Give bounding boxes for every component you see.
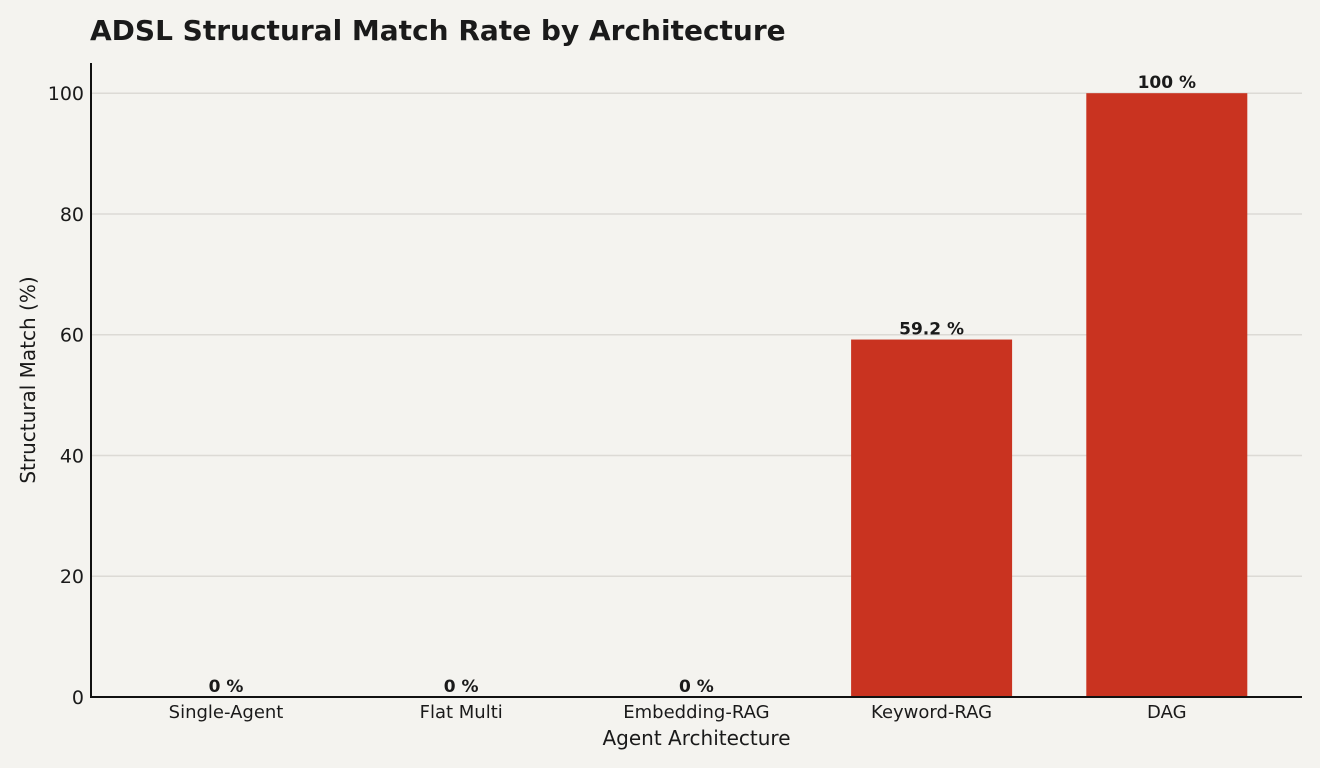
data-label: 100 % <box>1138 73 1196 93</box>
data-label: 0 % <box>444 677 479 697</box>
y-tick-label: 0 <box>72 687 84 709</box>
data-label: 0 % <box>679 677 714 697</box>
bar-dag <box>1086 93 1248 697</box>
x-tick-label: Embedding-RAG <box>623 702 769 723</box>
y-axis-ticks: 0 20 40 60 80 100 <box>48 83 84 709</box>
y-tick-label: 60 <box>60 325 84 347</box>
x-axis-ticks: Single-Agent Flat Multi Embedding-RAG Keywo… <box>169 702 1187 723</box>
bar-keyword-rag <box>851 339 1013 697</box>
y-tick-label: 100 <box>48 83 84 105</box>
y-tick-label: 20 <box>60 566 84 588</box>
x-tick-label: Flat Multi <box>420 702 503 723</box>
x-tick-label: Keyword-RAG <box>871 702 992 723</box>
data-label: 0 % <box>209 677 244 697</box>
bars <box>851 93 1248 697</box>
y-tick-label: 40 <box>60 445 84 467</box>
x-tick-label: Single-Agent <box>169 702 284 723</box>
data-label: 59.2 % <box>899 320 964 340</box>
chart-title: ADSL Structural Match Rate by Architectu… <box>90 14 786 47</box>
x-axis-title: Agent Architecture <box>603 726 791 750</box>
x-tick-label: DAG <box>1147 702 1187 723</box>
data-labels: 0 % 0 % 0 % 59.2 % 100 % <box>209 73 1196 697</box>
y-axis-title: Structural Match (%) <box>16 276 40 483</box>
y-tick-label: 80 <box>60 204 84 226</box>
